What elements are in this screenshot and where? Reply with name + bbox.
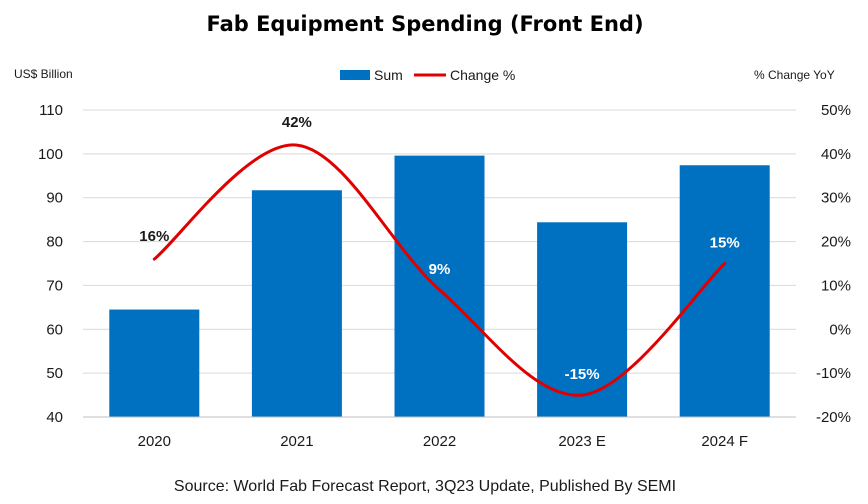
x-tick-label: 2022 bbox=[423, 433, 456, 450]
y-tick-label: 80 bbox=[46, 234, 63, 251]
y2-tick-label: 20% bbox=[821, 234, 851, 251]
bar bbox=[109, 309, 200, 417]
data-label: 15% bbox=[710, 235, 740, 252]
left-axis-ticks: 110 100 90 80 70 60 50 40 bbox=[38, 102, 63, 426]
data-label: 16% bbox=[139, 228, 169, 245]
legend-swatch-sum bbox=[340, 70, 370, 80]
data-labels: 16% 42% 9% -15% 15% bbox=[139, 114, 739, 383]
change-line bbox=[152, 143, 727, 397]
x-tick-label: 2021 bbox=[280, 433, 313, 450]
right-axis-ticks: 50% 40% 30% 20% 10% 0% -10% -20% bbox=[816, 102, 851, 426]
x-tick-label: 2023 E bbox=[558, 433, 606, 450]
x-tick-label: 2024 F bbox=[701, 433, 748, 450]
y-tick-label: 60 bbox=[46, 321, 63, 338]
y2-tick-label: 50% bbox=[821, 102, 851, 119]
y-tick-label: 90 bbox=[46, 190, 63, 207]
y-tick-label: 40 bbox=[46, 409, 63, 426]
bar bbox=[537, 222, 628, 417]
left-axis-unit: US$ Billion bbox=[14, 67, 73, 81]
y-tick-label: 70 bbox=[46, 277, 63, 294]
bar bbox=[679, 165, 770, 417]
y-tick-label: 50 bbox=[46, 365, 63, 382]
chart-title: Fab Equipment Spending (Front End) bbox=[206, 12, 643, 36]
y-tick-label: 110 bbox=[39, 102, 63, 119]
y-tick-label: 100 bbox=[38, 146, 63, 163]
data-label: 9% bbox=[429, 261, 451, 278]
legend-label-sum: Sum bbox=[374, 67, 403, 83]
data-label: -15% bbox=[565, 366, 600, 383]
right-axis-unit: % Change YoY bbox=[754, 68, 835, 82]
legend: Sum Change % bbox=[340, 67, 515, 83]
y2-tick-label: -20% bbox=[816, 409, 851, 426]
bar bbox=[394, 155, 485, 417]
y2-tick-label: 10% bbox=[821, 277, 851, 294]
bar bbox=[251, 190, 342, 417]
bar-series bbox=[109, 155, 770, 417]
source-note: Source: World Fab Forecast Report, 3Q23 … bbox=[174, 478, 676, 495]
y2-tick-label: 40% bbox=[821, 146, 851, 163]
y2-tick-label: 30% bbox=[821, 190, 851, 207]
x-tick-label: 2020 bbox=[138, 433, 171, 450]
y2-tick-label: -10% bbox=[816, 365, 851, 382]
y2-tick-label: 0% bbox=[829, 321, 851, 338]
data-label: 42% bbox=[282, 114, 312, 131]
x-axis-ticks: 2020 2021 2022 2023 E 2024 F bbox=[138, 433, 748, 450]
legend-label-change: Change % bbox=[450, 67, 515, 83]
